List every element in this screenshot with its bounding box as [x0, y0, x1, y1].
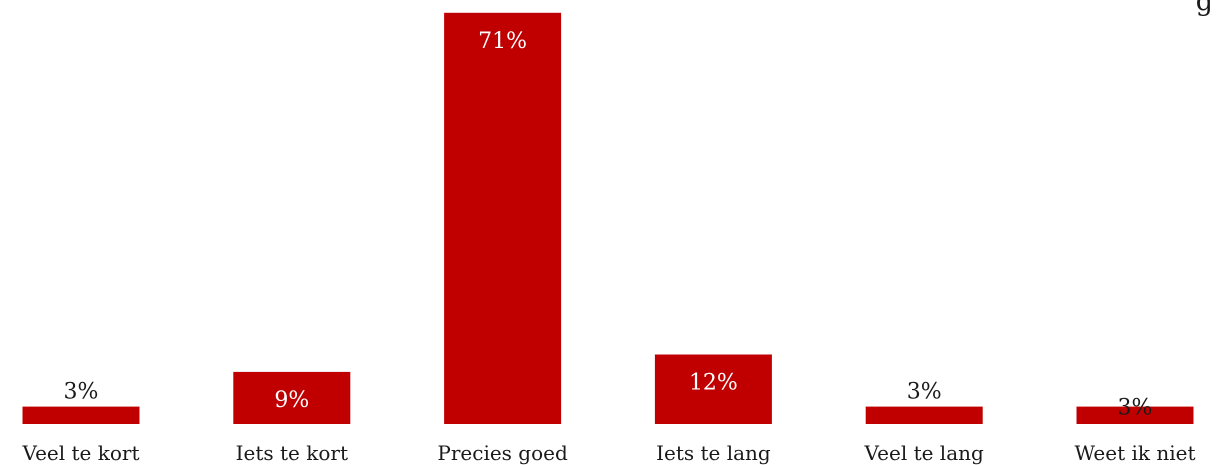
value-label-veel-te-lang: 3%: [907, 380, 942, 405]
bar-weet-ik-niet: [1076, 406, 1194, 424]
value-label-weet-ik-niet: 3%: [1118, 396, 1153, 421]
bar-iets-te-lang: [654, 354, 772, 424]
x-tick-label-precies-goed: Precies goed: [437, 441, 568, 465]
x-tick-label-iets-te-lang: Iets te lang: [656, 441, 771, 465]
value-labels-group: 3% 9% 71% 12% 3% 3%: [64, 29, 1153, 421]
bars-group: [22, 12, 1194, 425]
x-tick-label-veel-te-lang: Veel te lang: [864, 441, 984, 465]
value-label-precies-goed: 71%: [478, 29, 527, 54]
value-label-iets-te-lang: 12%: [689, 371, 738, 396]
value-label-veel-te-kort: 3%: [64, 380, 99, 405]
x-tick-label-iets-te-kort: Iets te kort: [236, 441, 348, 465]
x-tick-label-weet-ik-niet: Weet ik niet: [1074, 441, 1195, 465]
x-tick-labels-group: Veel te kort Iets te kort Precies goed Iets…: [21, 441, 1195, 465]
bar-iets-te-kort: [233, 371, 351, 424]
value-label-iets-te-kort: 9%: [274, 388, 309, 413]
cropped-header-fragment: g: [1195, 0, 1213, 17]
bar-veel-te-kort: [22, 406, 140, 424]
x-tick-label-veel-te-kort: Veel te kort: [21, 441, 139, 465]
bar-veel-te-lang: [865, 406, 983, 424]
bar-precies-goed: [444, 12, 562, 425]
